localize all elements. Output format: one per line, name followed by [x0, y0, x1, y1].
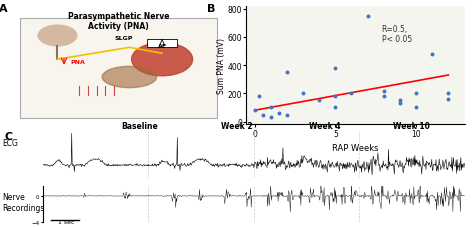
Point: [364, 15, 372, 18]
Text: C: C: [5, 132, 13, 142]
Point: [380, 89, 388, 93]
Text: Baseline: Baseline: [121, 121, 158, 130]
Circle shape: [38, 26, 77, 47]
Bar: [147, 40, 177, 48]
Point: [267, 106, 274, 110]
Point: [445, 92, 452, 96]
Point: [283, 113, 291, 117]
Point: [315, 99, 323, 103]
Text: SLGP: SLGP: [114, 36, 133, 41]
Point: [331, 106, 339, 110]
Point: [445, 98, 452, 101]
Text: Parasympathetic Nerve
Activity (PNA): Parasympathetic Nerve Activity (PNA): [68, 12, 169, 31]
Point: [267, 116, 274, 120]
Text: Week 2: Week 2: [221, 121, 253, 130]
Y-axis label: Sum PNA (mV): Sum PNA (mV): [217, 38, 226, 94]
Point: [275, 112, 283, 115]
Point: [428, 53, 436, 56]
Point: [255, 95, 263, 99]
Text: R=0.5,
P< 0.05: R=0.5, P< 0.05: [382, 25, 412, 44]
Text: A: A: [0, 5, 7, 14]
Text: PNA: PNA: [71, 59, 85, 64]
Text: Nerve
Recordings: Nerve Recordings: [2, 192, 45, 212]
Ellipse shape: [102, 67, 156, 88]
Point: [331, 67, 339, 70]
Point: [412, 106, 420, 110]
Circle shape: [132, 43, 192, 76]
Point: [396, 102, 404, 106]
Text: AF: AF: [157, 44, 167, 49]
Bar: [20, 19, 217, 119]
Text: Week 10: Week 10: [393, 121, 430, 130]
Point: [283, 71, 291, 75]
Text: ECG: ECG: [2, 138, 18, 148]
Point: [299, 92, 307, 96]
Point: [347, 92, 355, 96]
Point: [251, 109, 258, 113]
Point: [331, 95, 339, 99]
Point: [259, 113, 266, 117]
Text: B: B: [207, 5, 216, 14]
Text: 1 sec: 1 sec: [58, 220, 74, 225]
Point: [412, 92, 420, 96]
Text: Week 4: Week 4: [310, 121, 341, 130]
Point: [396, 99, 404, 103]
Point: [380, 95, 388, 99]
X-axis label: RAP Weeks: RAP Weeks: [332, 143, 379, 153]
